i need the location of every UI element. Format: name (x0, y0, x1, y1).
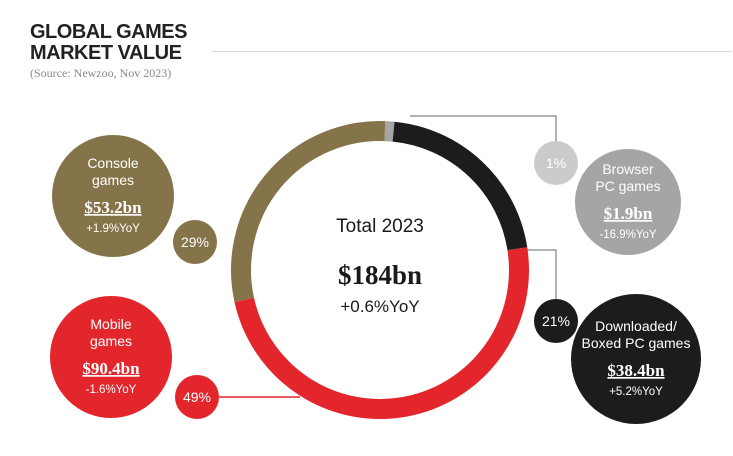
bubble-circle-browser (575, 149, 681, 255)
segment-change-downloaded: +5.2%YoY (609, 386, 663, 398)
segment-value-downloaded: $38.4bn (607, 361, 665, 380)
segment-value-mobile: $90.4bn (82, 359, 140, 378)
segment-bubble-downloaded: Downloaded/Boxed PC games $38.4bn +5.2%YoY (571, 294, 701, 424)
center-value: $184bn (338, 260, 422, 290)
bubble-circle-mobile (50, 296, 172, 418)
center-summary: Total 2023 $184bn +0.6%YoY (336, 216, 424, 316)
share-badge-circle-downloaded (534, 299, 578, 343)
chart-title-line2: MARKET VALUE (30, 42, 182, 64)
donut-ring (231, 121, 529, 419)
share-badge-browser: 1% (534, 141, 578, 185)
segment-name-browser-2: PC games (595, 178, 660, 194)
ring-segment-mobile (234, 247, 529, 419)
bubble-circle-console (52, 135, 174, 257)
segment-name-mobile-2: games (90, 333, 132, 349)
chart-title-line1: GLOBAL GAMES (30, 21, 187, 43)
source-note: (Source: Newzoo, Nov 2023) (30, 66, 172, 80)
connector-browser (410, 115, 557, 141)
segment-name-browser-1: Browser (602, 161, 654, 177)
center-label: Total 2023 (336, 216, 424, 237)
share-label-console: 29% (181, 234, 209, 250)
segment-name-console-2: games (92, 172, 134, 188)
segment-name-downloaded-2: Boxed PC games (582, 335, 691, 351)
connector-downloaded (526, 249, 557, 299)
header-divider (212, 51, 732, 52)
bubble-circle-downloaded (571, 294, 701, 424)
share-badge-circle-browser (534, 141, 578, 185)
ring-segment-console (231, 121, 386, 302)
share-label-downloaded: 21% (542, 313, 570, 329)
share-label-mobile: 49% (183, 389, 211, 405)
share-badge-downloaded: 21% (534, 299, 578, 343)
segment-value-browser: $1.9bn (604, 204, 653, 223)
segment-change-mobile: -1.6%YoY (86, 384, 137, 396)
share-badges: 1% 21% 49% 29% (173, 141, 578, 419)
center-change: +0.6%YoY (340, 297, 419, 316)
segment-name-downloaded-1: Downloaded/ (595, 318, 677, 334)
segment-change-console: +1.9%YoY (86, 223, 140, 235)
share-label-browser: 1% (546, 155, 566, 171)
segment-name-console-1: Console (87, 155, 139, 171)
title-block: GLOBAL GAMES MARKET VALUE (Source: Newzo… (30, 22, 187, 81)
ring-segment-browser (384, 121, 395, 142)
share-badge-circle-console (173, 220, 217, 264)
segment-name-mobile-1: Mobile (90, 316, 131, 332)
share-badge-circle-mobile (175, 375, 219, 419)
connector-lines (219, 115, 557, 398)
share-badge-mobile: 49% (175, 375, 219, 419)
segment-value-console: $53.2bn (84, 198, 142, 217)
ring-segment-downloaded (392, 121, 528, 251)
segment-change-browser: -16.9%YoY (599, 229, 656, 241)
share-badge-console: 29% (173, 220, 217, 264)
